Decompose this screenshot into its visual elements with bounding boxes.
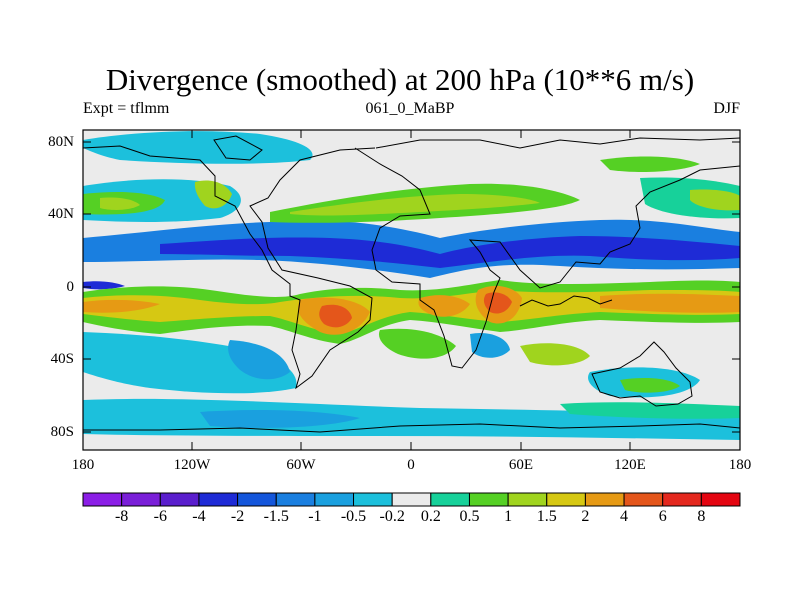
colorbar-label: -1 — [308, 508, 322, 525]
x-tick-label: 180 — [728, 457, 752, 473]
field-yellow-north-pacific — [100, 197, 140, 210]
coast-americas — [83, 145, 376, 390]
colorbar-swatch — [468, 492, 509, 507]
x-tick-label: 0 — [407, 457, 415, 473]
field-blue-equator-west — [83, 281, 125, 290]
colorbar-swatch — [121, 492, 161, 507]
field-red-east-africa — [483, 292, 512, 314]
run-id-label: 061_0_MaBP — [365, 100, 455, 117]
field-yellow-indian-ocean — [520, 343, 590, 366]
field-orange-east-pacific — [83, 299, 160, 313]
colorbar-swatch — [391, 492, 432, 507]
colorbar — [82, 492, 741, 507]
colorbar-swatch — [314, 492, 355, 507]
colorbar-swatch — [546, 492, 586, 507]
coast-australia — [591, 341, 693, 407]
y-tick-label: 80N — [48, 134, 74, 150]
colorbar-label: -0.2 — [379, 508, 405, 525]
field-orange-africa — [418, 295, 470, 317]
field-yellow-northeast — [690, 189, 740, 211]
field-cyan-south-pacific — [83, 332, 297, 394]
coastlines — [83, 135, 740, 433]
y-tick-label: 40S — [50, 351, 74, 367]
colorbar-swatch — [507, 492, 548, 507]
colorbar-swatch — [700, 492, 741, 507]
colorbar-label: 0.2 — [420, 508, 441, 525]
plot-title: Divergence (smoothed) at 200 hPa (10**6 … — [105, 62, 695, 97]
colorbar-swatch — [198, 492, 239, 507]
coast-maritime-continent — [519, 295, 613, 307]
field-blue-south-pacific — [228, 340, 290, 380]
divergence-field — [83, 131, 740, 440]
season-label: DJF — [713, 100, 740, 117]
x-tick-label: 60E — [508, 457, 534, 473]
colorbar-swatch — [623, 492, 664, 507]
colorbar-swatch — [237, 492, 277, 507]
coast-greenland — [213, 135, 263, 161]
coast-antarctica — [83, 423, 740, 433]
x-tick-label: 60W — [286, 457, 316, 473]
field-blue-belt-core — [160, 236, 740, 268]
colorbar-label: 6 — [658, 508, 667, 525]
colorbar-label: -1.5 — [263, 508, 289, 525]
colorbar-label: 4 — [620, 508, 629, 525]
axis-ticks — [83, 130, 740, 450]
y-tick-label: 40N — [48, 206, 74, 222]
x-tick-label: 180 — [71, 457, 95, 473]
x-tick-label: 120E — [614, 457, 646, 473]
colorbar-label: 1.5 — [536, 508, 557, 525]
colorbar-label: -6 — [153, 508, 167, 525]
field-green-southern-ocean — [560, 402, 740, 419]
colorbar-label: -8 — [114, 508, 129, 525]
field-green-australia — [620, 378, 680, 393]
colorbar-label: 1 — [504, 508, 513, 525]
colorbar-swatch — [275, 492, 316, 507]
x-tick-label: 120W — [173, 457, 211, 473]
field-cyan-southern-ocean — [83, 398, 740, 440]
field-green-siberia — [600, 156, 700, 172]
colorbar-label: -4 — [192, 508, 206, 525]
colorbar-label: -0.5 — [340, 508, 367, 525]
colorbar-swatch — [82, 492, 123, 507]
field-green-south-atlantic — [378, 328, 456, 359]
colorbar-swatch — [662, 492, 702, 507]
colorbar-swatch — [584, 492, 625, 507]
colorbar-label: 0.5 — [459, 508, 480, 525]
colorbar-swatch — [159, 492, 200, 507]
coast-afro-eurasia — [354, 147, 740, 369]
colorbar-swatch — [353, 492, 393, 507]
experiment-label: Expt = tflmm — [83, 100, 170, 117]
colorbar-label: -2 — [230, 508, 245, 525]
y-tick-label: 0 — [66, 279, 75, 295]
field-yellow-eurasia — [290, 194, 540, 216]
coast-arctic — [375, 137, 740, 149]
field-red-amazon — [319, 304, 352, 328]
field-yellow-northamerica — [194, 180, 232, 209]
colorbar-label: 8 — [697, 508, 706, 525]
y-tick-label: 80S — [50, 424, 74, 440]
colorbar-swatch — [430, 492, 470, 507]
field-yellow-tropics — [83, 290, 740, 334]
colorbar-label: 2 — [581, 508, 590, 525]
field-orange-indopacific — [600, 293, 740, 313]
field-blue-southern-ocean — [200, 410, 360, 428]
